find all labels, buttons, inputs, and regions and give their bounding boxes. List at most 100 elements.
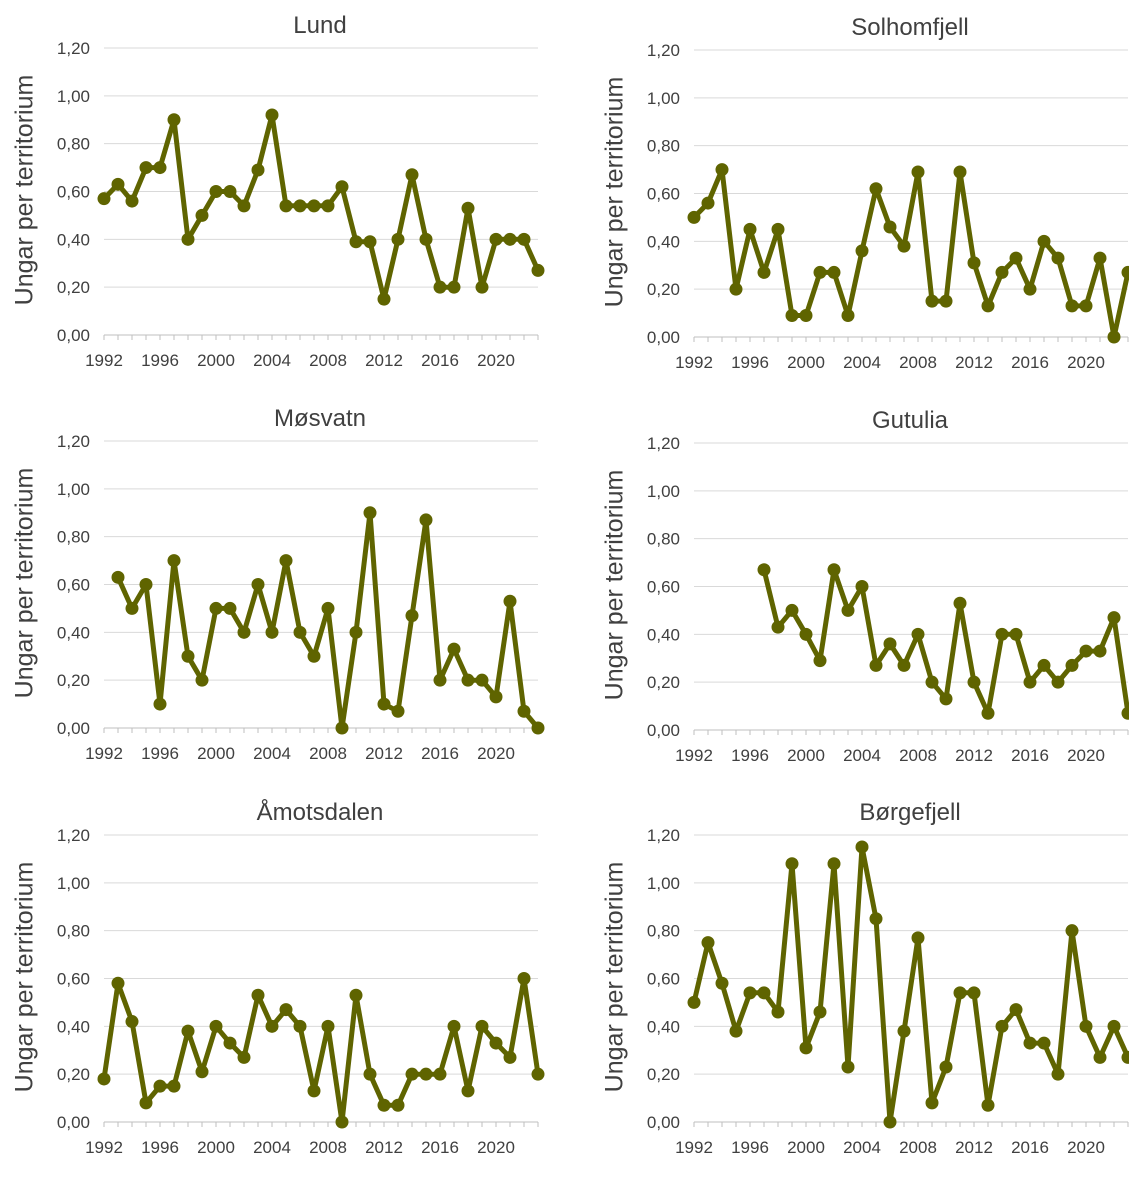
y-tick-label: 0,40 <box>57 1017 90 1036</box>
data-point <box>112 178 125 191</box>
x-tick-label: 2012 <box>365 1138 403 1157</box>
y-tick-label: 0,00 <box>57 719 90 738</box>
y-tick-label: 1,00 <box>647 874 680 893</box>
x-tick-label: 2004 <box>843 746 881 765</box>
data-point <box>336 722 349 735</box>
data-point <box>828 266 841 279</box>
data-point <box>800 309 813 322</box>
data-point <box>168 1080 181 1093</box>
y-tick-label: 0,80 <box>647 530 680 549</box>
data-point <box>490 1037 503 1050</box>
x-tick-label: 2000 <box>197 1138 235 1157</box>
y-tick-label: 1,20 <box>647 434 680 453</box>
data-point <box>1052 252 1065 265</box>
x-tick-label: 2008 <box>309 351 347 370</box>
y-tick-label: 0,00 <box>647 1113 680 1132</box>
data-point <box>532 264 545 277</box>
data-point <box>772 223 785 236</box>
x-tick-label: 1996 <box>731 746 769 765</box>
data-point <box>126 1015 139 1028</box>
data-point <box>364 235 377 248</box>
x-tick-label: 2004 <box>253 351 291 370</box>
y-tick-label: 0,20 <box>57 671 90 690</box>
x-tick-label: 1992 <box>675 353 713 372</box>
x-tick-label: 1996 <box>141 744 179 763</box>
data-point <box>504 595 517 608</box>
data-point <box>954 597 967 610</box>
data-point <box>448 643 461 656</box>
data-point <box>702 936 715 949</box>
x-tick-label: 2012 <box>955 353 993 372</box>
y-tick-label: 0,00 <box>57 1113 90 1132</box>
x-tick-label: 2004 <box>843 1138 881 1157</box>
data-point <box>378 698 391 711</box>
data-point <box>350 235 363 248</box>
data-point <box>884 220 897 233</box>
data-point <box>744 986 757 999</box>
data-point <box>210 602 223 615</box>
data-point <box>856 840 869 853</box>
data-point <box>828 857 841 870</box>
data-point <box>140 1096 153 1109</box>
y-tick-label: 1,20 <box>57 432 90 451</box>
data-point <box>168 554 181 567</box>
data-point <box>140 161 153 174</box>
data-point <box>954 986 967 999</box>
x-tick-label: 2012 <box>955 746 993 765</box>
x-tick-label: 2020 <box>477 1138 515 1157</box>
y-tick-label: 0,80 <box>57 922 90 941</box>
y-tick-label: 0,20 <box>57 278 90 297</box>
data-point <box>996 266 1009 279</box>
y-tick-label: 0,00 <box>647 328 680 347</box>
data-point <box>1038 235 1051 248</box>
data-point <box>140 578 153 591</box>
data-point <box>786 604 799 617</box>
data-point <box>168 113 181 126</box>
data-point <box>730 283 743 296</box>
y-tick-label: 0,60 <box>647 970 680 989</box>
data-point <box>842 604 855 617</box>
data-point <box>238 1051 251 1064</box>
data-point <box>1094 645 1107 658</box>
data-point <box>476 281 489 294</box>
x-tick-label: 2016 <box>1011 1138 1049 1157</box>
y-tick-label: 0,80 <box>57 528 90 547</box>
data-point <box>1066 659 1079 672</box>
x-tick-label: 2016 <box>421 744 459 763</box>
data-point <box>518 705 531 718</box>
data-point <box>280 199 293 212</box>
data-point <box>154 161 167 174</box>
data-point <box>308 199 321 212</box>
x-tick-label: 1992 <box>675 746 713 765</box>
data-point <box>1108 611 1121 624</box>
data-point <box>336 180 349 193</box>
data-point <box>280 554 293 567</box>
y-tick-label: 0,00 <box>647 721 680 740</box>
x-tick-label: 1992 <box>85 1138 123 1157</box>
y-tick-label: 0,80 <box>647 137 680 156</box>
data-point <box>1052 676 1065 689</box>
data-point <box>870 182 883 195</box>
data-point <box>350 626 363 639</box>
x-tick-label: 2000 <box>787 746 825 765</box>
data-point <box>420 233 433 246</box>
data-point <box>182 1025 195 1038</box>
data-point <box>420 1068 433 1081</box>
data-point <box>378 293 391 306</box>
data-point <box>462 674 475 687</box>
x-tick-label: 2012 <box>365 351 403 370</box>
x-tick-label: 2016 <box>421 1138 459 1157</box>
data-point <box>504 1051 517 1064</box>
data-point <box>898 240 911 253</box>
data-point <box>252 989 265 1002</box>
data-point <box>280 1003 293 1016</box>
data-point <box>210 1020 223 1033</box>
x-tick-label: 2000 <box>787 1138 825 1157</box>
data-point <box>1122 707 1129 720</box>
data-point <box>112 571 125 584</box>
x-tick-label: 2020 <box>477 351 515 370</box>
